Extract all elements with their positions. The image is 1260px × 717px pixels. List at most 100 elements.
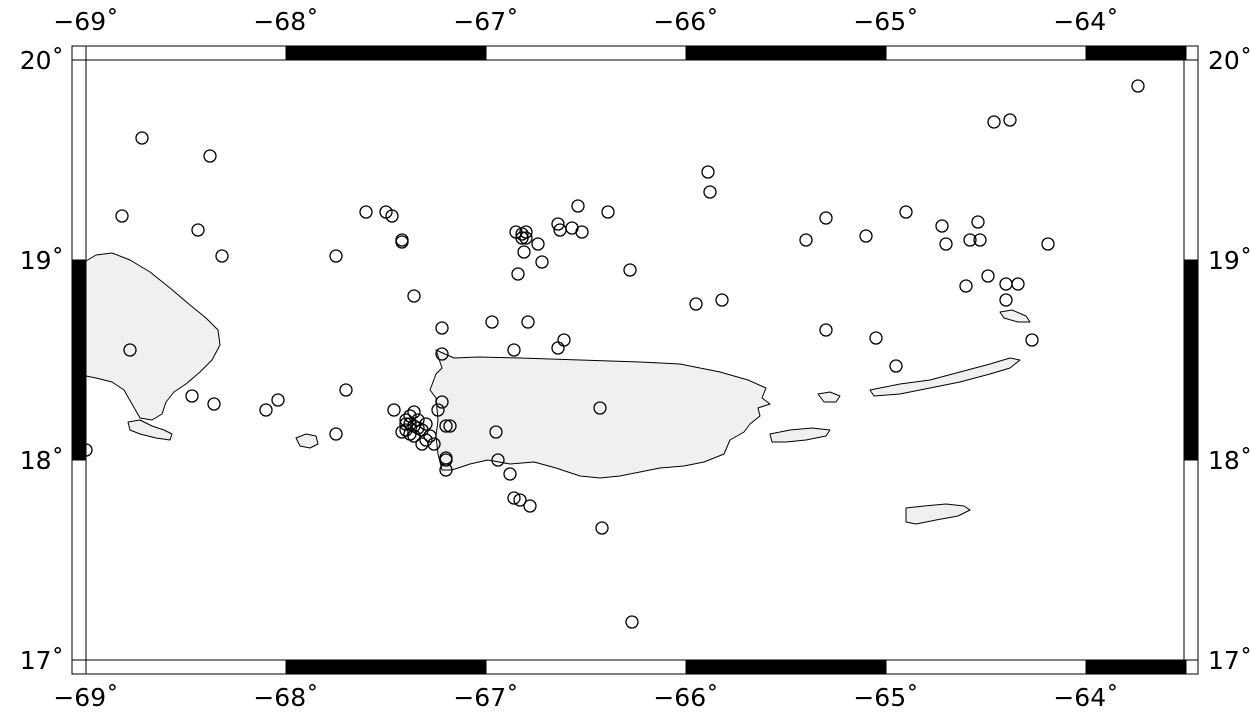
left-lat-label: 17˚ bbox=[20, 646, 64, 675]
earthquake-marker bbox=[511, 267, 525, 281]
earthquake-marker bbox=[135, 131, 149, 145]
earthquake-marker bbox=[517, 245, 531, 259]
earthquake-marker bbox=[359, 205, 373, 219]
top-lon-label: −68˚ bbox=[253, 7, 318, 36]
earthquake-marker bbox=[1041, 237, 1055, 251]
frame-segment-top bbox=[485, 45, 687, 61]
bottom-lon-labels: −69˚ −68˚ −67˚ −66˚ −65˚ −64˚ bbox=[53, 683, 1118, 712]
earthquake-marker bbox=[403, 409, 417, 423]
earthquake-marker bbox=[439, 453, 453, 467]
earthquake-marker bbox=[701, 165, 715, 179]
earthquake-marker bbox=[407, 289, 421, 303]
bottom-lon-label: −67˚ bbox=[453, 683, 518, 712]
earthquake-marker bbox=[535, 255, 549, 269]
earthquake-marker bbox=[939, 237, 953, 251]
earthquake-marker bbox=[415, 437, 429, 451]
earthquake-marker bbox=[435, 321, 449, 335]
earthquake-marker bbox=[123, 343, 137, 357]
earthquake-marker bbox=[575, 225, 589, 239]
earthquake-marker bbox=[407, 429, 421, 443]
frame-segment-top bbox=[685, 45, 887, 61]
earthquake-marker bbox=[385, 209, 399, 223]
bottom-lon-label: −65˚ bbox=[853, 683, 918, 712]
earthquake-marker bbox=[259, 403, 273, 417]
earthquake-marker bbox=[439, 463, 453, 477]
earthquake-marker bbox=[999, 293, 1013, 307]
earthquake-marker bbox=[207, 397, 221, 411]
frame-segment-bottom bbox=[85, 659, 287, 675]
virgin-islands-chain bbox=[869, 357, 1021, 397]
earthquake-marker bbox=[1131, 79, 1145, 93]
left-lat-label: 18˚ bbox=[20, 446, 64, 475]
earthquake-marker bbox=[503, 467, 517, 481]
earthquake-marker bbox=[431, 403, 445, 417]
earthquake-marker bbox=[999, 277, 1013, 291]
frame-segment-top bbox=[285, 45, 487, 61]
earthquake-marker bbox=[625, 615, 639, 629]
mona-island bbox=[295, 433, 319, 449]
earthquake-marker bbox=[593, 401, 607, 415]
earthquake-marker bbox=[399, 417, 413, 431]
earthquake-marker bbox=[557, 333, 571, 347]
hispaniola-landmass bbox=[85, 252, 221, 421]
earthquake-marker bbox=[595, 521, 609, 535]
frame-segments bbox=[71, 45, 1199, 675]
earthquake-marker bbox=[959, 279, 973, 293]
earthquake-marker bbox=[411, 413, 425, 427]
saona-island bbox=[127, 419, 173, 441]
earthquake-marker bbox=[551, 341, 565, 355]
earthquake-marker bbox=[191, 223, 205, 237]
earthquake-marker bbox=[519, 225, 533, 239]
earthquake-marker bbox=[443, 419, 457, 433]
top-lon-label: −66˚ bbox=[653, 7, 718, 36]
frame-segment-left bbox=[71, 259, 87, 461]
earthquake-marker bbox=[79, 443, 93, 457]
top-lon-labels: −69˚ −68˚ −67˚ −66˚ −65˚ −64˚ bbox=[53, 7, 1118, 36]
earthquake-marker bbox=[973, 233, 987, 247]
earthquake-marker bbox=[419, 433, 433, 447]
left-lat-label: 20˚ bbox=[20, 46, 64, 75]
earthquake-marker bbox=[513, 493, 527, 507]
top-lon-label: −67˚ bbox=[453, 7, 518, 36]
earthquake-marker bbox=[869, 331, 883, 345]
earthquake-marker bbox=[519, 231, 533, 245]
earthquake-marker bbox=[507, 491, 521, 505]
earthquake-marker bbox=[271, 393, 285, 407]
earthquake-marker bbox=[715, 293, 729, 307]
earthquake-marker bbox=[859, 229, 873, 243]
st-croix-island bbox=[905, 503, 971, 525]
earthquake-marker bbox=[523, 499, 537, 513]
earthquake-marker bbox=[395, 235, 409, 249]
earthquake-marker bbox=[339, 383, 353, 397]
earthquake-marker bbox=[439, 419, 453, 433]
frame-segment-bottom bbox=[1085, 659, 1187, 675]
frame-segment-bottom bbox=[685, 659, 887, 675]
frame-segment-right bbox=[1183, 259, 1199, 461]
earthquake-markers bbox=[79, 79, 1145, 629]
earthquake-marker bbox=[489, 425, 503, 439]
earthquake-marker bbox=[799, 233, 813, 247]
anegada-island bbox=[999, 309, 1031, 323]
earthquake-marker bbox=[1011, 277, 1025, 291]
earthquake-marker bbox=[435, 395, 449, 409]
earthquake-marker bbox=[531, 237, 545, 251]
earthquake-marker bbox=[689, 297, 703, 311]
earthquake-marker bbox=[485, 315, 499, 329]
earthquake-marker bbox=[491, 453, 505, 467]
left-lat-labels: 20˚ 19˚ 18˚ 17˚ bbox=[20, 46, 64, 675]
bottom-lon-label: −66˚ bbox=[653, 683, 718, 712]
map-frame bbox=[71, 45, 1199, 675]
bottom-lon-label: −69˚ bbox=[53, 683, 118, 712]
earthquake-marker bbox=[601, 205, 615, 219]
right-lat-label: 17˚ bbox=[1208, 646, 1252, 675]
earthquake-marker bbox=[115, 209, 129, 223]
earthquake-marker bbox=[1003, 113, 1017, 127]
earthquake-marker bbox=[971, 215, 985, 229]
landmasses bbox=[85, 252, 1031, 525]
earthquake-marker bbox=[981, 269, 995, 283]
earthquake-marker bbox=[419, 417, 433, 431]
earthquake-marker bbox=[407, 405, 421, 419]
right-lat-label: 20˚ bbox=[1208, 46, 1252, 75]
top-lon-label: −65˚ bbox=[853, 7, 918, 36]
earthquake-marker bbox=[571, 199, 585, 213]
